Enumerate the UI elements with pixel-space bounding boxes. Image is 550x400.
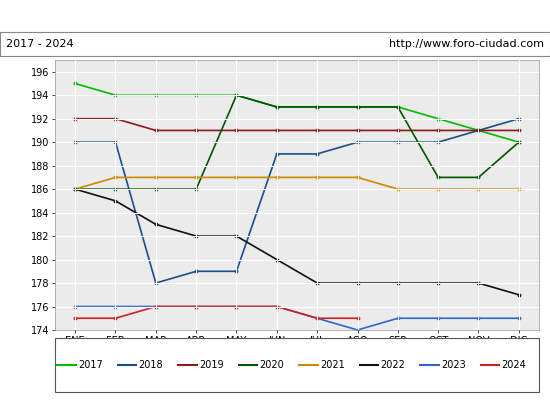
Text: 2021: 2021 — [320, 360, 345, 370]
Text: 2020: 2020 — [260, 360, 284, 370]
Text: 2017 - 2024: 2017 - 2024 — [6, 39, 73, 49]
Text: 2018: 2018 — [139, 360, 163, 370]
Text: 2023: 2023 — [441, 360, 466, 370]
FancyBboxPatch shape — [55, 338, 539, 392]
Text: 2022: 2022 — [381, 360, 405, 370]
Text: 2019: 2019 — [199, 360, 224, 370]
Text: 2017: 2017 — [78, 360, 103, 370]
Text: Evolucion num de emigrantes en Casillas de Flores: Evolucion num de emigrantes en Casillas … — [105, 10, 445, 22]
Text: 2024: 2024 — [502, 360, 526, 370]
Text: http://www.foro-ciudad.com: http://www.foro-ciudad.com — [389, 39, 544, 49]
